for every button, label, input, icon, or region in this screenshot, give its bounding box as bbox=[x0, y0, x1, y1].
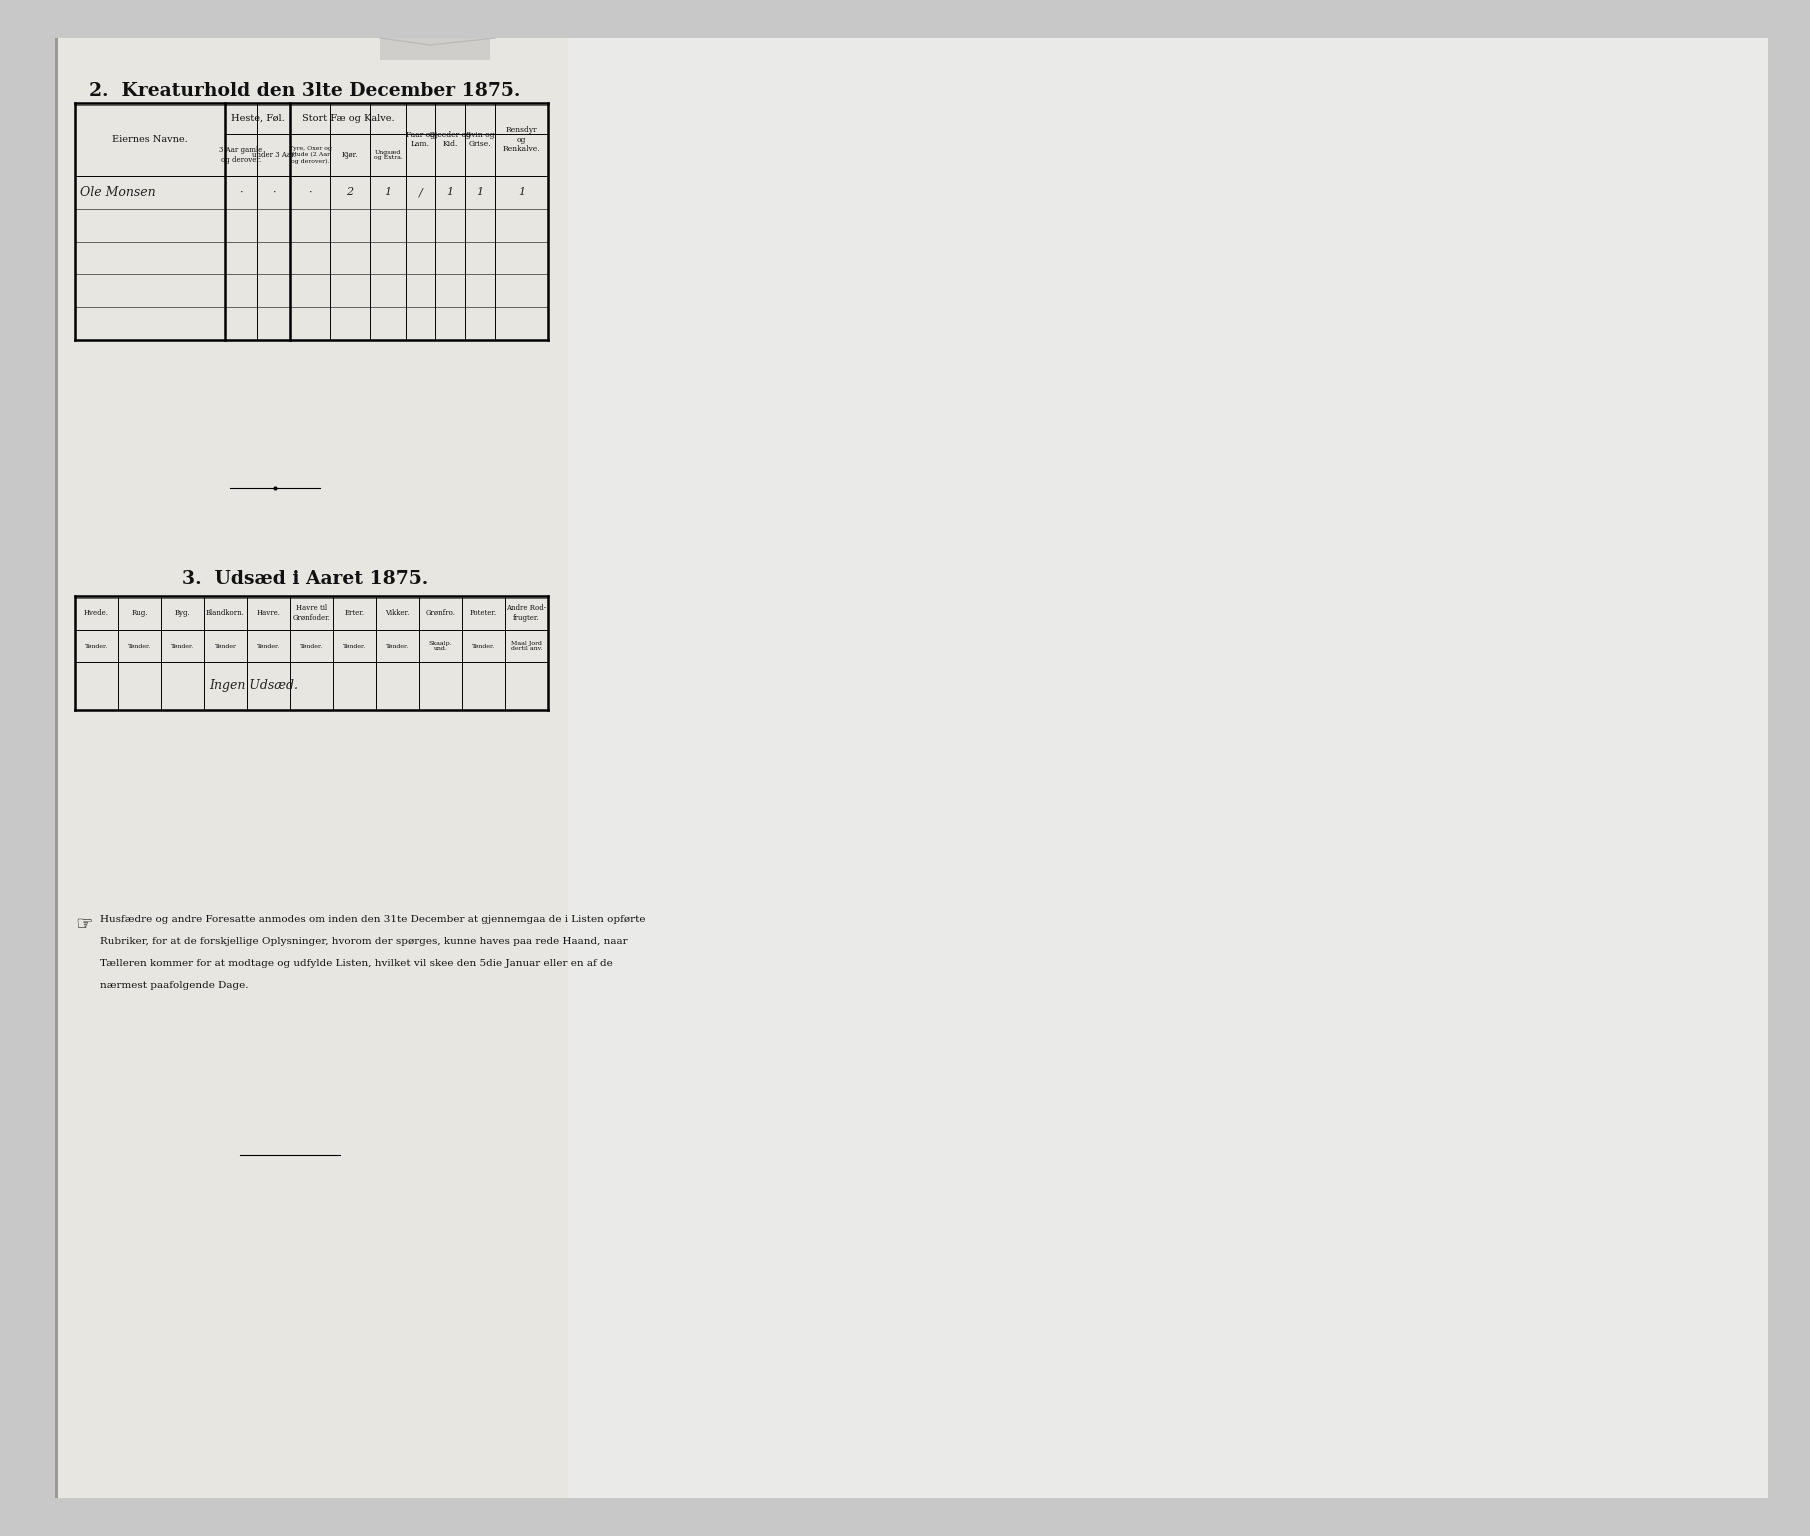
Text: 2: 2 bbox=[346, 187, 353, 198]
Text: Havre.: Havre. bbox=[257, 608, 281, 617]
Text: 3.  Udsæd i Aaret 1875.: 3. Udsæd i Aaret 1875. bbox=[181, 570, 429, 588]
Text: Tønder.: Tønder. bbox=[342, 644, 366, 648]
Text: Rubriker, for at de forskjellige Oplysninger, hvorom der spørges, kunne haves pa: Rubriker, for at de forskjellige Oplysni… bbox=[100, 937, 628, 946]
Bar bbox=[58, 38, 568, 1498]
Text: 1: 1 bbox=[476, 187, 483, 198]
Text: 1: 1 bbox=[447, 187, 454, 198]
Text: under 3 Aar.: under 3 Aar. bbox=[252, 151, 295, 160]
Text: Tønder.: Tønder. bbox=[257, 644, 281, 648]
Text: ·: · bbox=[308, 187, 311, 198]
Text: Gjeeder og
Kid.: Gjeeder og Kid. bbox=[429, 131, 471, 149]
Polygon shape bbox=[380, 38, 491, 60]
Bar bbox=[54, 38, 65, 1498]
Text: Byg.: Byg. bbox=[174, 608, 190, 617]
Text: Tønder.: Tønder. bbox=[129, 644, 150, 648]
Text: Tønder.: Tønder. bbox=[170, 644, 194, 648]
Text: Skaalp.
und.: Skaalp. und. bbox=[429, 641, 452, 651]
Text: Blandkorn.: Blandkorn. bbox=[206, 608, 244, 617]
Text: Ingen Udsæd.: Ingen Udsæd. bbox=[208, 679, 299, 693]
Text: 3 Aar gamle
og derover.: 3 Aar gamle og derover. bbox=[219, 146, 262, 164]
Text: 2.  Kreaturhold den 3lte December 1875.: 2. Kreaturhold den 3lte December 1875. bbox=[89, 81, 521, 100]
Text: Rug.: Rug. bbox=[132, 608, 148, 617]
Text: Andre Rod-
frugter.: Andre Rod- frugter. bbox=[507, 604, 547, 622]
Text: Faar og
Lam.: Faar og Lam. bbox=[405, 131, 434, 149]
Bar bbox=[568, 38, 1768, 1498]
Text: Erter.: Erter. bbox=[344, 608, 364, 617]
Text: Heste, Føl.: Heste, Føl. bbox=[230, 114, 284, 123]
Text: Tælleren kommer for at modtage og udfylde Listen, hvilket vil skee den 5die Janu: Tælleren kommer for at modtage og udfyld… bbox=[100, 958, 614, 968]
Text: Kjør.: Kjør. bbox=[342, 151, 358, 160]
Text: Eiernes Navne.: Eiernes Navne. bbox=[112, 135, 188, 144]
Text: /: / bbox=[418, 187, 422, 198]
Text: Havre til
Grønfoder.: Havre til Grønfoder. bbox=[293, 604, 331, 622]
Text: Rensdyr
og
Renkalve.: Rensdyr og Renkalve. bbox=[503, 126, 541, 154]
Text: nærmest paafolgende Dage.: nærmest paafolgende Dage. bbox=[100, 982, 248, 991]
Text: Tønder: Tønder bbox=[215, 644, 237, 648]
Text: Tønder.: Tønder. bbox=[85, 644, 109, 648]
Text: Ole Monsen: Ole Monsen bbox=[80, 186, 156, 198]
Text: ·: · bbox=[272, 187, 275, 198]
Text: Tønder.: Tønder. bbox=[386, 644, 409, 648]
Text: Husfædre og andre Foresatte anmodes om inden den 31te December at gjennemgaa de : Husfædre og andre Foresatte anmodes om i… bbox=[100, 915, 646, 925]
Text: Poteter.: Poteter. bbox=[471, 608, 498, 617]
Text: ☞: ☞ bbox=[74, 915, 92, 934]
Text: Svin og
Grise.: Svin og Grise. bbox=[465, 131, 494, 149]
Text: Stort Fæ og Kalve.: Stort Fæ og Kalve. bbox=[302, 114, 395, 123]
Text: Tyre, Oxer og
Stude (2 Aar
og derover).: Tyre, Oxer og Stude (2 Aar og derover). bbox=[288, 146, 331, 163]
Text: 1: 1 bbox=[384, 187, 391, 198]
Text: ·: · bbox=[239, 187, 243, 198]
Text: Tønder.: Tønder. bbox=[300, 644, 324, 648]
Text: Maal Jord
dertil anv.: Maal Jord dertil anv. bbox=[510, 641, 543, 651]
Text: Tønder.: Tønder. bbox=[472, 644, 496, 648]
Text: Grønfro.: Grønfro. bbox=[425, 608, 456, 617]
Text: Ungsæd
og Extra.: Ungsæd og Extra. bbox=[373, 149, 402, 160]
Text: 1: 1 bbox=[518, 187, 525, 198]
Text: Vikker.: Vikker. bbox=[386, 608, 409, 617]
Text: Hvede.: Hvede. bbox=[83, 608, 109, 617]
